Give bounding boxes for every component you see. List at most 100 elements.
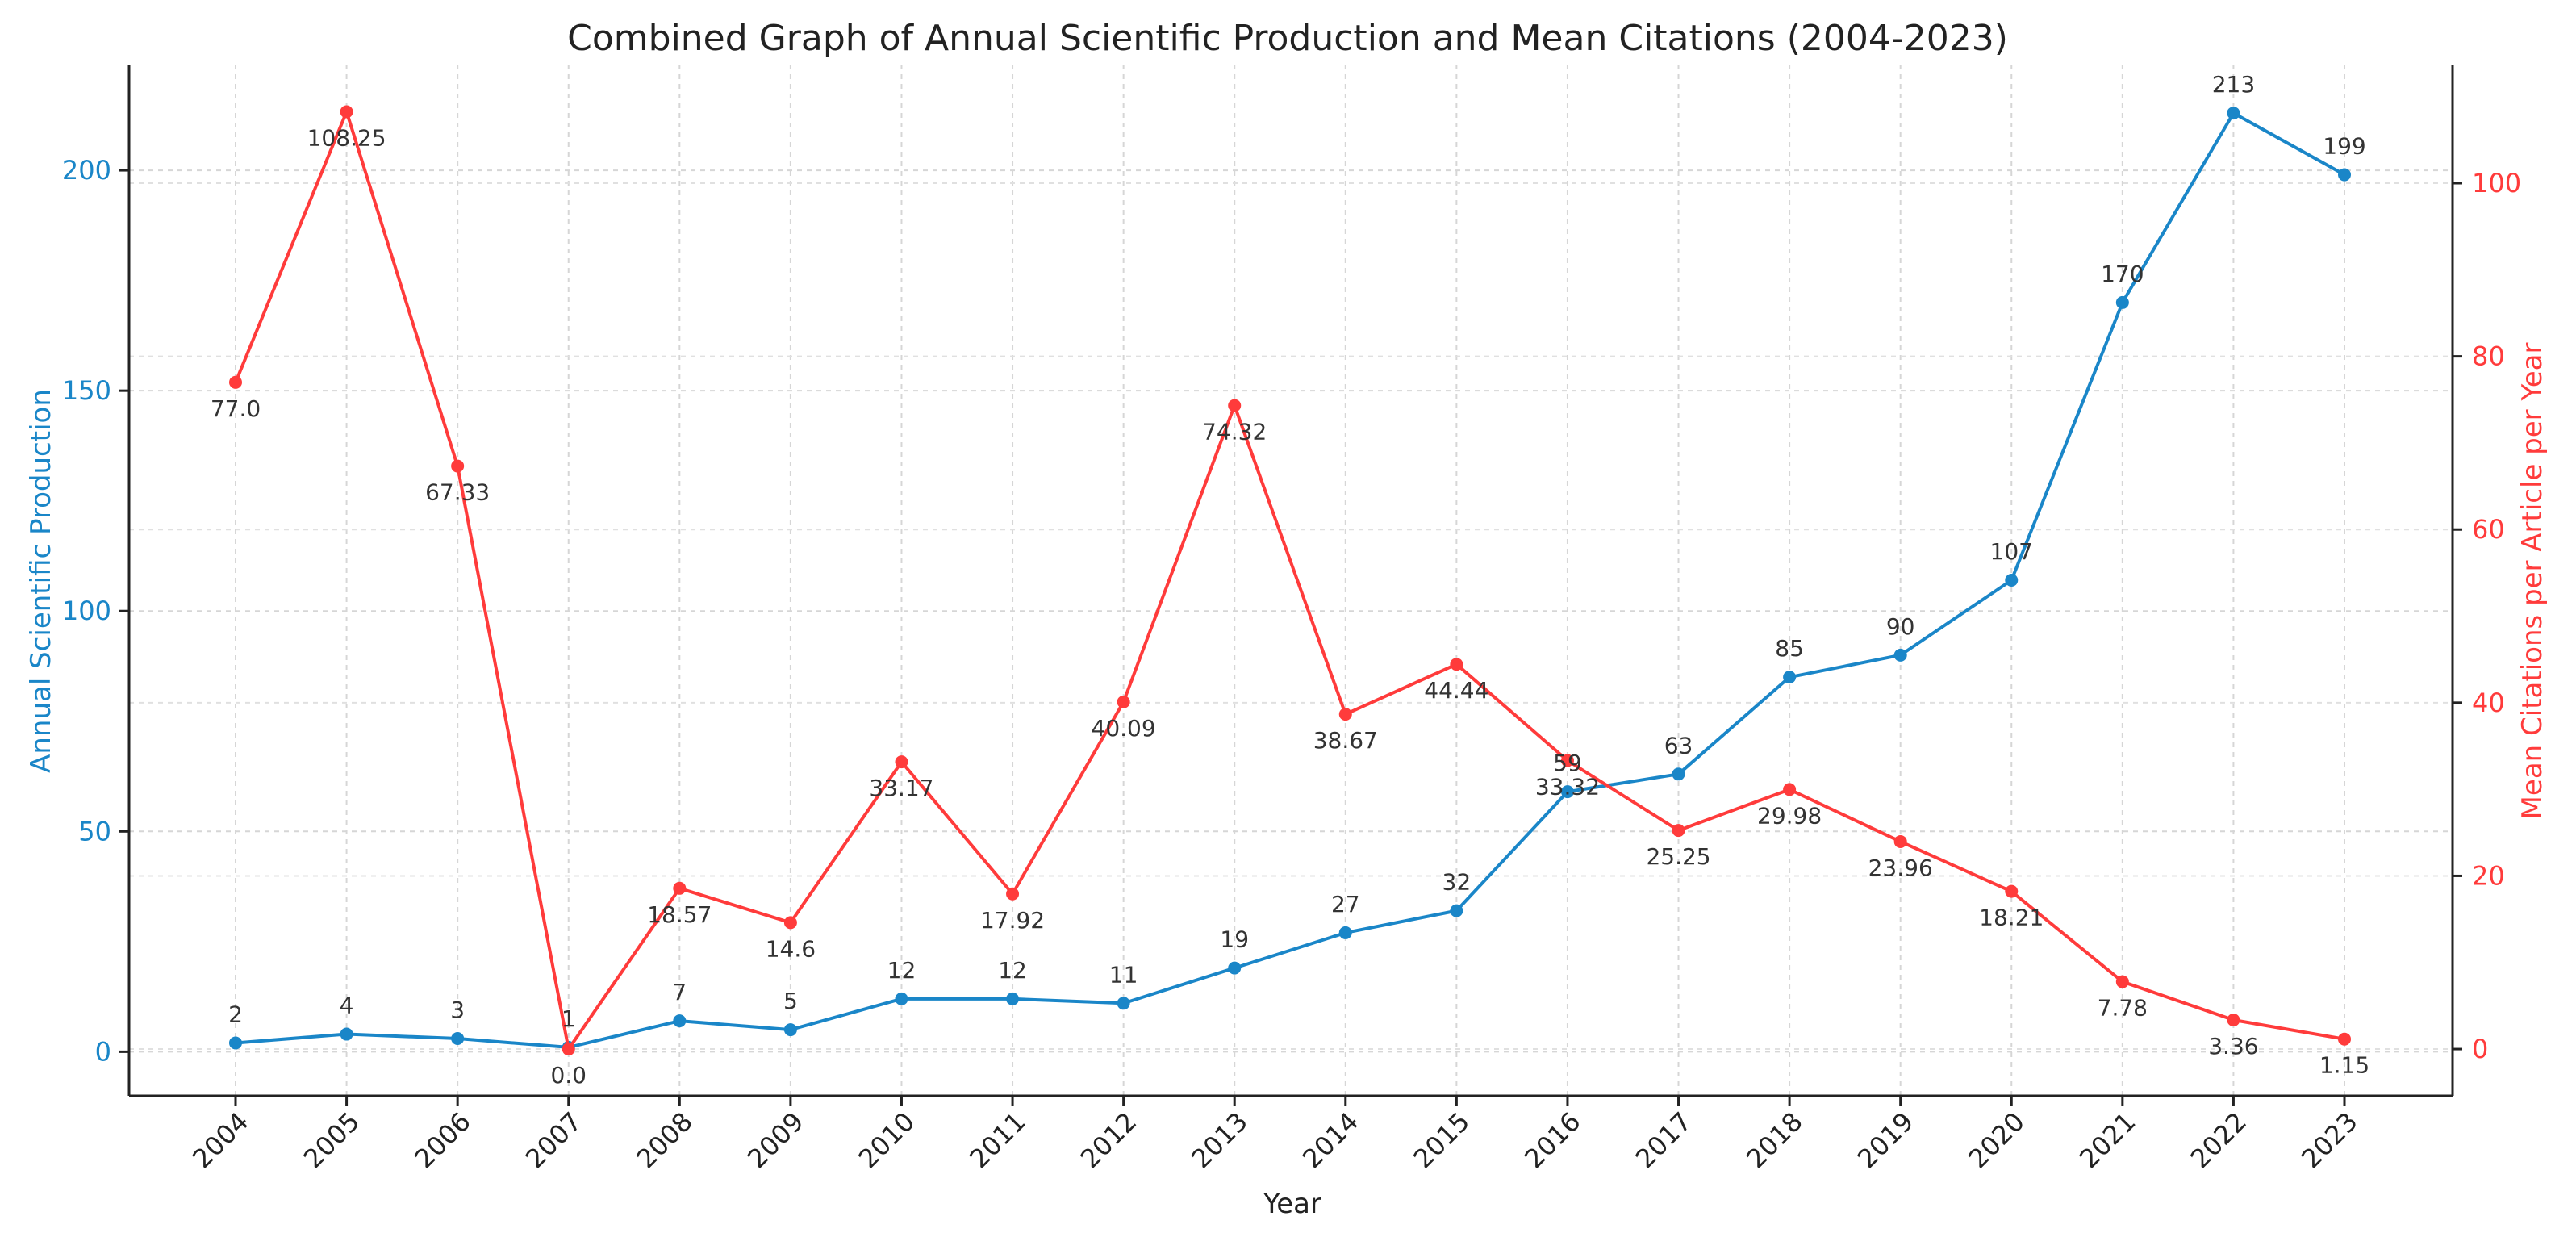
x-tick-label: 2011 bbox=[963, 1106, 1031, 1174]
chart-title: Combined Graph of Annual Scientific Prod… bbox=[567, 18, 2008, 59]
production-point bbox=[2005, 574, 2019, 587]
production-line bbox=[235, 111, 2345, 1049]
production-point bbox=[340, 1027, 353, 1041]
production-data-label: 5 bbox=[783, 988, 798, 1014]
production-data-label: 2 bbox=[228, 1001, 243, 1027]
citations-point bbox=[2338, 1032, 2351, 1046]
citations-point bbox=[229, 375, 242, 389]
citations-point bbox=[895, 755, 908, 769]
y-right-tick-label: 20 bbox=[2472, 860, 2505, 891]
x-axis-label: Year bbox=[1263, 1188, 1321, 1220]
x-tick-label: 2022 bbox=[2185, 1106, 2252, 1174]
x-tick-label: 2014 bbox=[1296, 1106, 1364, 1174]
production-data-label: 90 bbox=[1886, 613, 1915, 640]
citations-data-label: 29.98 bbox=[1757, 802, 1822, 829]
production-point bbox=[2227, 107, 2240, 120]
citations-point bbox=[1006, 887, 1020, 901]
citations-point bbox=[1560, 754, 1574, 767]
y-left-tick-label: 200 bbox=[62, 155, 111, 186]
citations-data-label: 74.32 bbox=[1202, 419, 1267, 445]
y-right-tick-label: 100 bbox=[2472, 168, 2521, 199]
production-data-label: 213 bbox=[2212, 71, 2255, 98]
citations-point bbox=[2115, 975, 2129, 988]
x-tick-label: 2008 bbox=[631, 1106, 699, 1174]
citations-point bbox=[1783, 783, 1797, 796]
production-data-label: 3 bbox=[450, 997, 465, 1023]
y-left-axis-label: Annual Scientific Production bbox=[25, 389, 57, 773]
y-right-tick-label: 40 bbox=[2472, 688, 2505, 718]
citations-point bbox=[2227, 1014, 2240, 1027]
production-data-label: 170 bbox=[2101, 261, 2144, 287]
production-point bbox=[1450, 904, 1463, 917]
citations-data-label: 38.67 bbox=[1313, 727, 1378, 754]
x-tick-label: 2018 bbox=[1740, 1106, 1808, 1174]
citations-point bbox=[1450, 658, 1463, 671]
production-point bbox=[1228, 961, 1242, 975]
production-data-label: 63 bbox=[1664, 732, 1693, 759]
production-point bbox=[451, 1032, 465, 1045]
production-point bbox=[1893, 648, 1907, 662]
production-point bbox=[2338, 168, 2351, 182]
grid bbox=[129, 65, 2453, 1096]
citations-data-label: 1.15 bbox=[2319, 1052, 2369, 1079]
production-data-label: 12 bbox=[998, 957, 1027, 984]
x-tick-label: 2021 bbox=[2073, 1106, 2141, 1174]
x-tick-label: 2023 bbox=[2295, 1106, 2363, 1174]
citations-data-label: 33.17 bbox=[869, 775, 933, 801]
x-tick-label: 2006 bbox=[408, 1106, 476, 1174]
production-point bbox=[1006, 992, 1020, 1005]
citations-data-label: 67.33 bbox=[425, 479, 490, 506]
y-left-tick-label: 100 bbox=[62, 596, 111, 626]
production-point bbox=[1117, 997, 1130, 1010]
production-point bbox=[2115, 295, 2129, 309]
x-tick-label: 2010 bbox=[853, 1106, 921, 1174]
x-tick-label: 2020 bbox=[1962, 1106, 2030, 1174]
citations-line bbox=[234, 110, 2345, 1051]
production-data-label: 107 bbox=[1990, 538, 2033, 565]
citations-point bbox=[451, 459, 465, 473]
production-data-label: 85 bbox=[1775, 635, 1804, 662]
production-data-label: 4 bbox=[340, 993, 354, 1019]
citations-point bbox=[1893, 834, 1907, 848]
production-point bbox=[1783, 671, 1797, 684]
citations-point bbox=[340, 105, 353, 119]
citations-data-label: 14.6 bbox=[766, 935, 816, 962]
production-data-label: 7 bbox=[672, 979, 687, 1005]
citations-data-label: 18.21 bbox=[1979, 905, 2044, 931]
production-data-label: 27 bbox=[1331, 891, 1360, 917]
citations-data-label: 17.92 bbox=[980, 907, 1045, 934]
production-point bbox=[895, 992, 908, 1005]
x-tick-label: 2007 bbox=[520, 1106, 587, 1174]
production-data-label: 59 bbox=[1553, 750, 1582, 776]
production-point bbox=[1672, 767, 1685, 781]
x-tick-label: 2013 bbox=[1185, 1106, 1253, 1174]
citations-point bbox=[1672, 824, 1685, 838]
x-tick-label: 2012 bbox=[1075, 1106, 1142, 1174]
production-data-label: 11 bbox=[1109, 961, 1138, 988]
citations-point bbox=[1338, 708, 1352, 721]
production-data-label: 12 bbox=[887, 957, 916, 984]
citations-point bbox=[2005, 884, 2019, 898]
axes: 0 50 100 150 200 0 20 40 60 80 100 2004 2005 2006 2007… bbox=[62, 65, 2521, 1174]
citations-data-label: 23.96 bbox=[1868, 855, 1933, 881]
labels-layer: 2 4 3 1 7 5 12 12 11 19 27 32 59 63 85 90 107 170 213 199 77… bbox=[211, 71, 2369, 1089]
production-point bbox=[673, 1014, 687, 1028]
x-tick-label: 2017 bbox=[1630, 1106, 1697, 1174]
citations-data-label: 108.25 bbox=[307, 124, 386, 151]
citations-data-label: 77.0 bbox=[211, 395, 261, 422]
x-tick-label: 2004 bbox=[186, 1106, 254, 1174]
citations-data-label: 40.09 bbox=[1092, 715, 1156, 742]
y-left-tick-label: 50 bbox=[78, 816, 111, 846]
x-tick-label: 2005 bbox=[298, 1106, 365, 1174]
citations-point bbox=[1228, 399, 1242, 412]
production-data-label: 19 bbox=[1220, 926, 1249, 953]
production-point bbox=[229, 1036, 242, 1050]
citations-data-label: 3.36 bbox=[2208, 1033, 2258, 1060]
x-tick-label: 2009 bbox=[741, 1106, 809, 1174]
y-right-tick-label: 60 bbox=[2472, 514, 2505, 545]
citations-data-label: 44.44 bbox=[1424, 677, 1488, 704]
y-right-tick-label: 80 bbox=[2472, 341, 2505, 372]
x-tick-label: 2015 bbox=[1408, 1106, 1476, 1174]
series-layer bbox=[229, 105, 2351, 1056]
